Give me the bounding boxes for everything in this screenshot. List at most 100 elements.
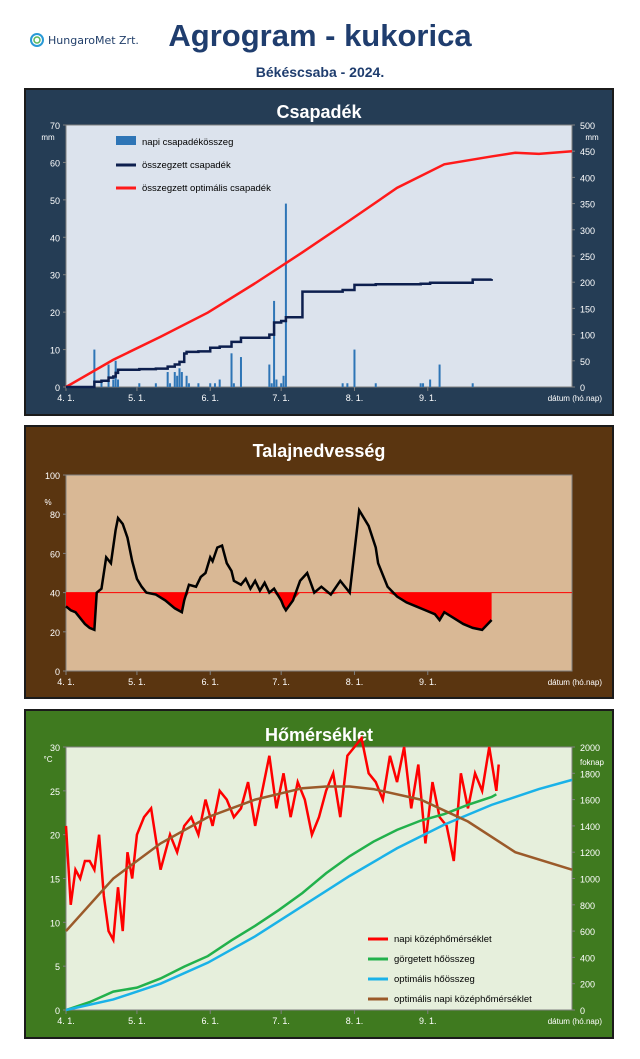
precip-bar: [176, 375, 179, 387]
y2-tick-label: 1200: [580, 848, 600, 858]
precipitation-chart: Csapadék 0 10 20 30 40 50 60 70 mm 0 50 100 150 200 250…: [41, 102, 603, 403]
y2-tick-label: 1000: [580, 875, 600, 885]
y-tick-label: 60: [50, 158, 60, 168]
optimal-cumulative-precip-line: [65, 149, 573, 389]
x-tick-label: 4. 1.: [57, 393, 75, 403]
x-tick-label: 5. 1.: [128, 393, 146, 403]
plot-area: [65, 124, 573, 388]
x-axis-label: dátum (hó.nap): [548, 1017, 603, 1026]
precip-bar: [107, 364, 110, 387]
x-tick-label: 9. 1.: [419, 393, 437, 403]
y2-tick-label: 800: [580, 901, 595, 911]
precip-bar: [187, 383, 190, 387]
precip-bar: [284, 203, 287, 387]
optimal-gdd-line: [65, 778, 573, 1012]
y2-tick-label: 50: [580, 357, 590, 367]
legend-swatch-daily-precip: [116, 136, 136, 145]
precip-bar: [280, 383, 283, 387]
plot-area: [65, 474, 573, 672]
y2-tick-label: 2000: [580, 743, 600, 753]
x-tick-label: 7. 1.: [272, 677, 290, 687]
y-tick-label: 20: [50, 308, 60, 318]
optimal-daily-temp-line: [65, 785, 573, 932]
x-tick-label: 6. 1.: [201, 677, 219, 687]
y2-tick-label: 200: [580, 980, 595, 990]
precip-bar: [374, 383, 377, 387]
precip-bar: [173, 372, 176, 387]
soil-deficit-area: [66, 592, 492, 630]
precip-bar: [180, 372, 183, 387]
precip-bar: [178, 368, 181, 387]
precip-bar: [138, 383, 141, 387]
page-title: Agrogram - kukorica: [168, 18, 472, 53]
precip-bar: [471, 383, 474, 387]
y-tick-label: 100: [45, 471, 60, 481]
precip-bar: [422, 383, 425, 387]
soil-moisture-line: [65, 506, 493, 632]
precip-bar: [270, 383, 273, 387]
y2-tick-label: 600: [580, 927, 595, 937]
soil-moisture-chart: Talajnedvesség 0 20 40 60 80 100% 4. 1. 5. 1. 6. …: [44, 441, 602, 687]
precip-bar: [112, 379, 115, 387]
brand-logo: HungaroMet Zrt.: [30, 30, 139, 50]
x-tick-label: 7. 1.: [272, 1016, 290, 1026]
x-tick-label: 5. 1.: [128, 677, 146, 687]
brand-text: HungaroMet Zrt.: [48, 33, 139, 47]
precip-bar: [275, 379, 278, 387]
legend-label: optimális napi középhőmérséklet: [394, 994, 532, 1005]
precip-bar: [93, 349, 96, 387]
x-axis-label: dátum (hó.nap): [548, 394, 603, 403]
precip-bar: [346, 383, 349, 387]
y-tick-label: 40: [50, 589, 60, 599]
precip-bar: [230, 353, 233, 387]
precip-bar: [197, 383, 200, 387]
rolling-gdd-line: [65, 793, 497, 1012]
y-tick-label: 30: [50, 743, 60, 753]
y-tick-label: 40: [50, 233, 60, 243]
legend-label: görgetett hőösszeg: [394, 954, 475, 965]
legend-label: napi csapadékösszeg: [142, 137, 233, 148]
precip-bar: [341, 383, 344, 387]
y-tick-label: 80: [50, 510, 60, 520]
x-tick-label: 7. 1.: [272, 393, 290, 403]
y2-tick-label: 100: [580, 331, 595, 341]
y2-unit-label: mm: [585, 133, 599, 142]
x-tick-label: 9. 1.: [419, 677, 437, 687]
legend-label: összegzett optimális csapadék: [142, 183, 271, 194]
precip-bar: [185, 375, 188, 387]
y-tick-label: 0: [55, 383, 60, 393]
y2-tick-label: 500: [580, 121, 595, 131]
page-subtitle: Békéscsaba - 2024.: [255, 64, 385, 80]
chart-title: Csapadék: [276, 102, 362, 122]
y-tick-label: 20: [50, 831, 60, 841]
y2-tick-label: 0: [580, 1006, 585, 1016]
daily-mean-temp-line: [64, 735, 500, 945]
cumulative-precip-line: [66, 278, 493, 389]
precip-bar: [239, 357, 242, 387]
precip-bar: [268, 364, 271, 387]
y2-tick-label: 450: [580, 147, 595, 157]
precip-bar: [154, 383, 157, 387]
y2-tick-label: 200: [580, 278, 595, 288]
x-tick-label: 9. 1.: [419, 1016, 437, 1026]
y-tick-label: 15: [50, 875, 60, 885]
x-tick-label: 4. 1.: [57, 677, 75, 687]
precipitation-panel: Csapadék 0 10 20 30 40 50 60 70 mm 0 50 100 150 200 250…: [24, 88, 614, 416]
y2-tick-label: 0: [580, 383, 585, 393]
precip-bar: [353, 349, 356, 387]
x-tick-label: 5. 1.: [128, 1016, 146, 1026]
precip-bar: [419, 383, 422, 387]
x-tick-label: 6. 1.: [201, 393, 219, 403]
precip-bar: [166, 372, 169, 387]
soil-moisture-panel: Talajnedvesség 0 20 40 60 80 100% 4. 1. 5. 1. 6. …: [24, 425, 614, 699]
y2-tick-label: 1800: [580, 769, 600, 779]
y2-tick-label: 350: [580, 200, 595, 210]
hungaromet-logo-icon: [30, 33, 44, 47]
y-tick-label: 0: [55, 1006, 60, 1016]
x-tick-label: 8. 1.: [346, 1016, 364, 1026]
y2-tick-label: 400: [580, 173, 595, 183]
y2-tick-label: 400: [580, 953, 595, 963]
y-tick-label: 60: [50, 549, 60, 559]
precip-bar: [169, 383, 172, 387]
chart-title: Hőmérséklet: [265, 725, 373, 745]
